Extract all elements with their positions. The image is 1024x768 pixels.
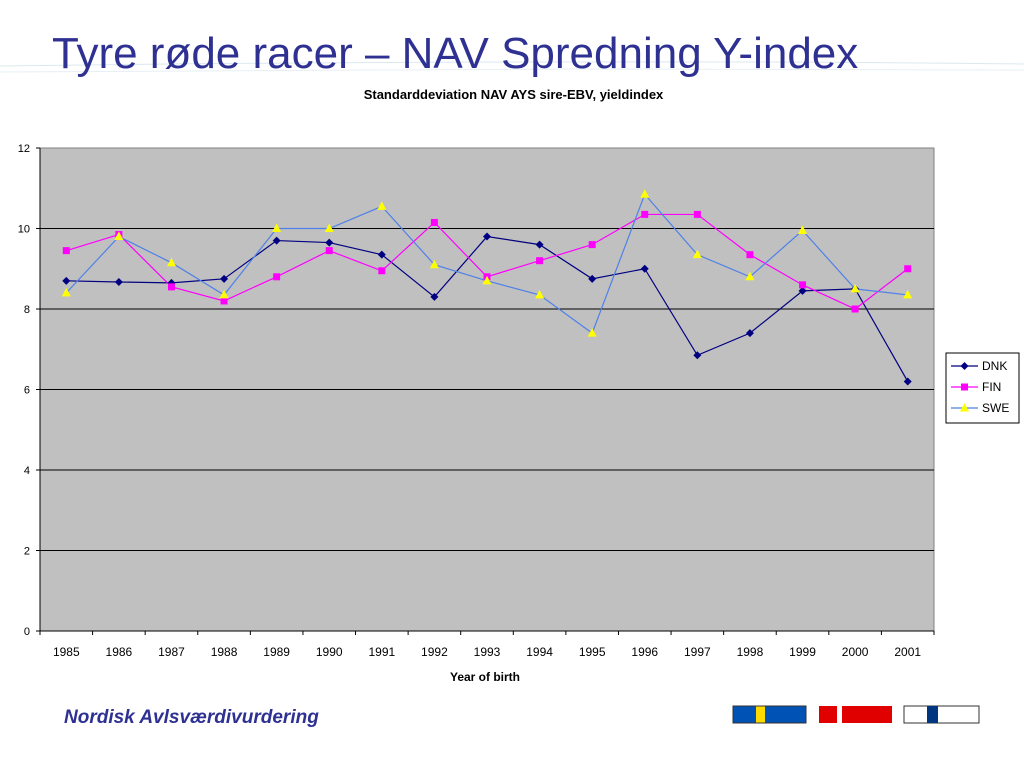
data-point-swe [61,287,71,297]
x-tick-label: 1989 [263,645,290,659]
data-point-dnk [483,232,491,241]
decorative-header-lines [0,61,1024,73]
data-point-dnk [430,292,439,301]
data-point-dnk [62,276,71,285]
data-point-fin [430,218,438,226]
y-tick-label: 6 [24,385,30,397]
denmark-flag [819,706,892,723]
data-point-dnk [325,238,334,247]
chart-title: Standarddeviation NAV AYS sire-EBV, yiel… [363,87,664,102]
data-point-fin [220,297,228,305]
x-tick-label: 1990 [316,645,343,659]
data-point-dnk [114,278,123,287]
x-tick-label: 1985 [53,645,80,659]
data-point-dnk [272,236,281,245]
data-point-dnk [220,274,229,283]
line-chart: 0 2 4 6 8 10 12 1985 1986 1987 1988 1989 1990 1991 199… [18,143,1020,684]
data-point-fin [62,247,70,255]
x-tick-label: 1996 [631,645,658,659]
data-point-fin [693,210,701,218]
data-point-dnk [535,240,544,249]
data-point-swe [745,271,755,281]
data-point-dnk [640,264,649,273]
data-point-fin [746,251,754,259]
data-point-swe [324,223,334,232]
x-tick-label: 1998 [737,645,764,659]
legend-marker-swe [960,403,969,412]
data-point-swe [587,328,597,337]
y-tick-label: 12 [18,143,30,155]
finland-flag [903,705,980,724]
data-point-swe [482,275,492,285]
y-tick-label: 4 [24,465,30,477]
x-tick-label: 1997 [684,645,711,659]
slide-title: Tyre røde racer – NAV Spredning Y-index [52,29,859,78]
data-point-fin [641,210,649,218]
data-point-swe [903,289,913,299]
data-point-swe [219,289,229,299]
x-tick-label: 1993 [474,645,501,659]
data-point-dnk [745,329,754,338]
data-point-fin [588,241,596,249]
data-point-swe [166,257,176,267]
x-tick-label: 1987 [158,645,185,659]
legend-label-swe: SWE [982,401,1009,415]
data-point-dnk [377,250,386,259]
y-tick-label: 2 [24,546,30,558]
y-tick-label: 10 [18,224,30,236]
legend-marker-dnk [960,362,969,370]
legend [945,352,1020,424]
data-point-swe [114,231,124,241]
legend-label-fin: FIN [982,380,1001,394]
data-point-swe [377,201,387,210]
data-point-dnk [693,351,702,360]
data-point-fin [536,257,544,265]
x-tick-label: 1991 [368,645,395,659]
legend-marker-fin [961,383,968,391]
data-point-fin [904,265,912,273]
x-tick-label: 1999 [789,645,816,659]
x-tick-label: 1994 [526,645,553,659]
y-tick-label: 8 [24,304,30,316]
data-point-dnk [588,274,597,283]
data-point-swe [692,249,702,259]
data-point-fin [273,273,281,281]
data-point-fin [799,281,807,289]
data-point-dnk [903,377,912,386]
x-tick-label: 2001 [894,645,921,659]
x-tick-label: 1988 [211,645,238,659]
data-point-swe [272,223,282,232]
legend-label-dnk: DNK [982,359,1007,373]
data-point-swe [850,283,860,293]
x-tick-label: 1986 [106,645,133,659]
x-tick-label: 1995 [579,645,606,659]
data-point-fin [325,247,333,255]
y-tick-label: 0 [24,626,30,638]
x-axis-label: Year of birth [450,670,520,684]
data-point-fin [851,305,859,313]
data-point-swe [640,189,650,198]
data-point-swe [429,259,439,269]
data-point-fin [167,283,175,291]
data-point-dnk [798,286,807,295]
footer-organization: Nordisk Avlsværdivurdering [64,707,319,728]
data-point-swe [535,289,545,299]
data-point-fin [378,267,386,275]
sweden-flag [732,705,807,724]
x-tick-label: 2000 [842,645,869,659]
data-point-swe [798,225,808,235]
x-tick-label: 1992 [421,645,448,659]
